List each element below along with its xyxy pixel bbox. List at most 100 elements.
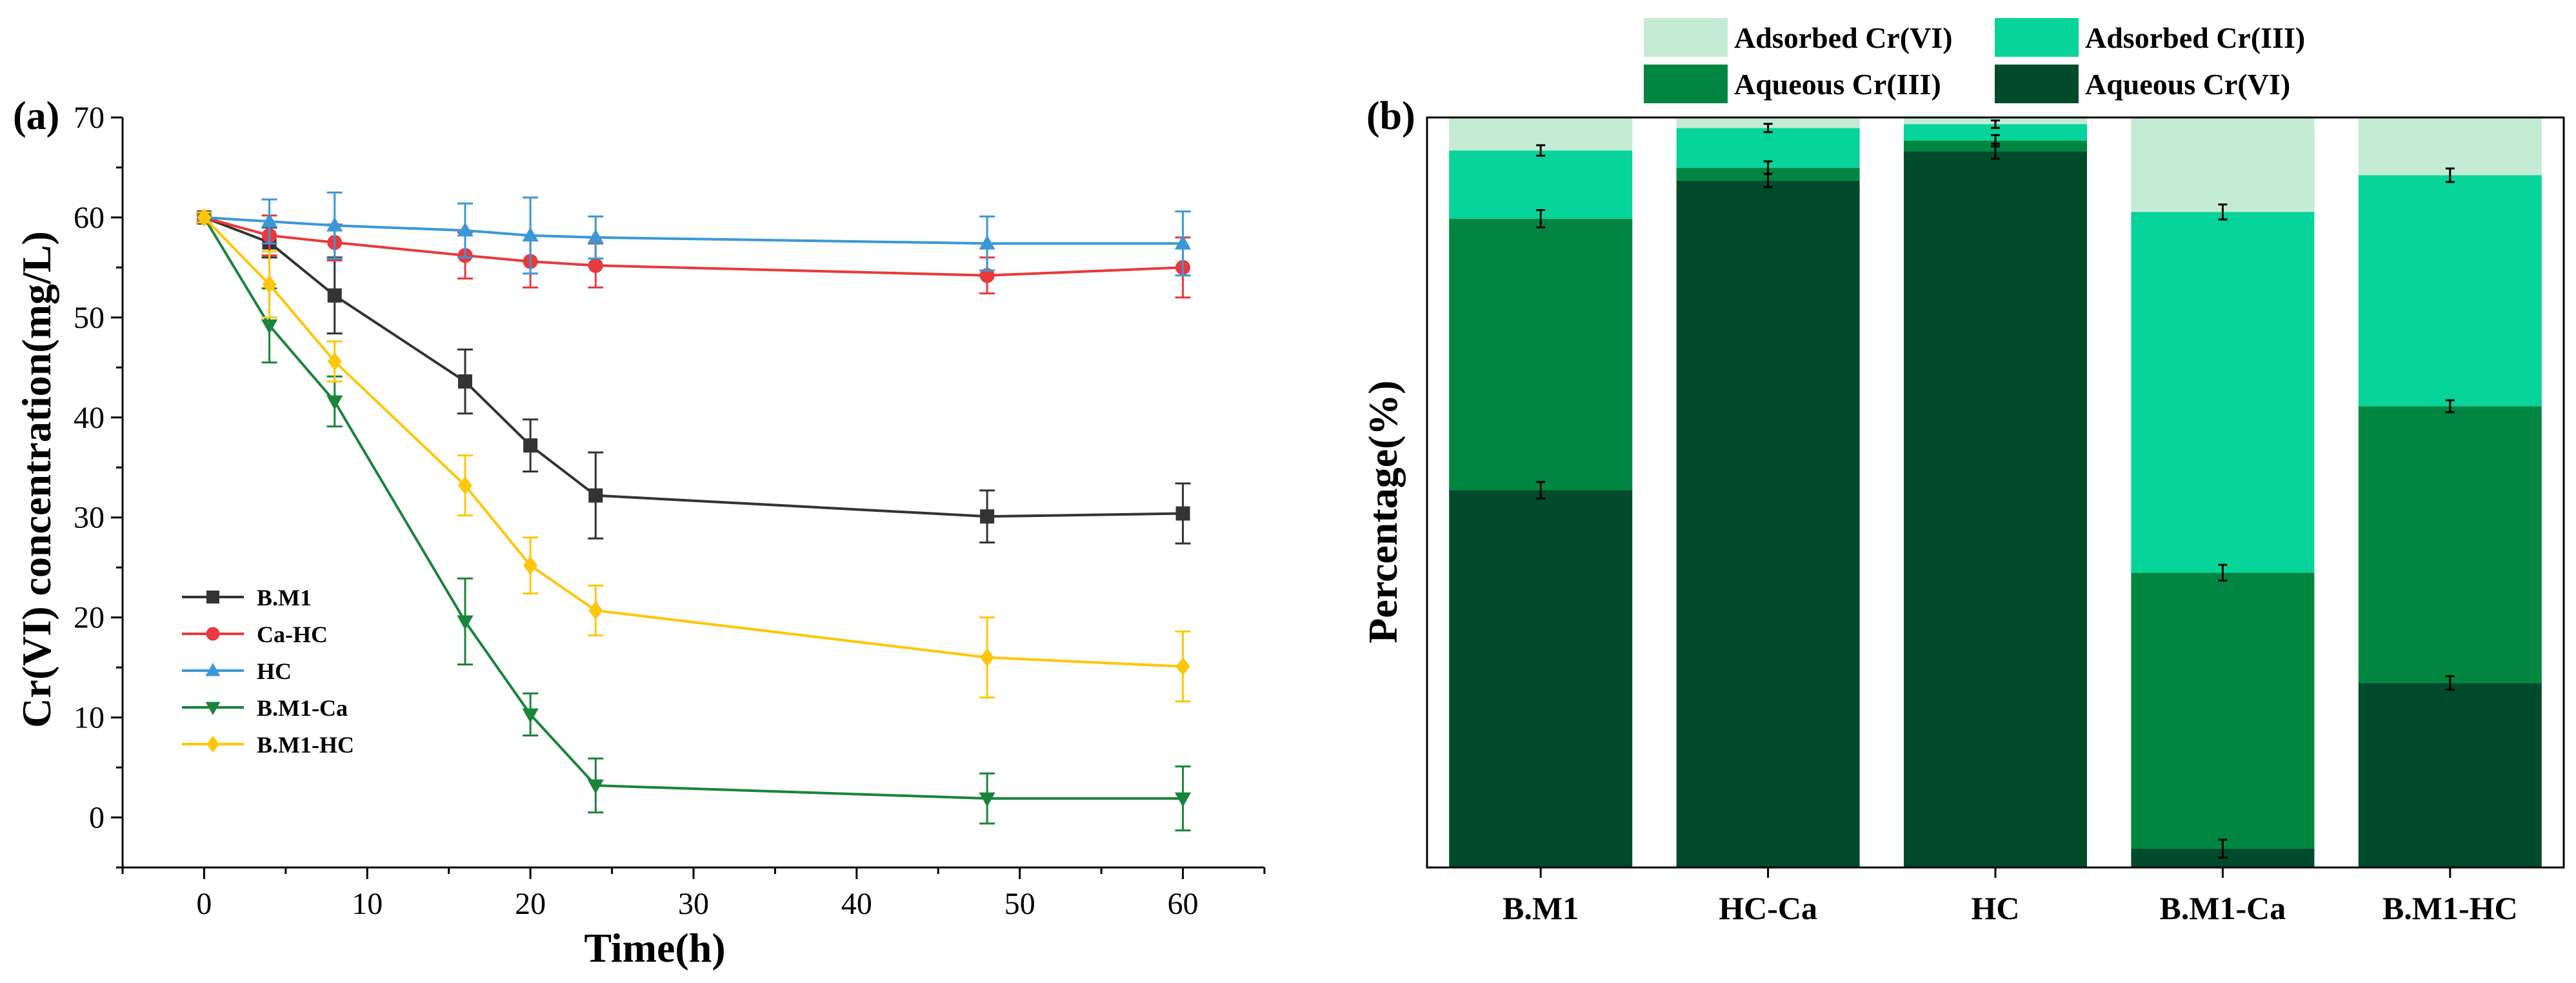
series-line xyxy=(204,216,1183,245)
legend-label: B.M1 xyxy=(257,585,312,611)
bar-segment-adsorbed-cr-iii- xyxy=(2131,212,2315,573)
bar-group-b-m1-ca xyxy=(2131,117,2315,867)
y-tick-label: 10 xyxy=(74,701,105,735)
series-hc xyxy=(195,191,1192,277)
legend-label: Aqueous Cr(III) xyxy=(1734,68,1941,101)
legend-item: Ca-HC xyxy=(182,622,328,647)
bar-group-hc-ca xyxy=(1676,117,1860,867)
data-point xyxy=(979,792,995,807)
panel-label: (a) xyxy=(13,94,59,138)
data-point xyxy=(523,438,538,453)
data-point xyxy=(522,227,539,242)
legend-swatch xyxy=(1644,65,1728,103)
data-point xyxy=(979,235,995,250)
legend-label: B.M1-HC xyxy=(257,732,354,758)
data-point xyxy=(326,395,343,410)
bar-segment-aqueous-cr-iii- xyxy=(2358,406,2542,684)
series-b-m1-hc xyxy=(196,208,1191,703)
legend-label: Aqueous Cr(VI) xyxy=(2085,68,2290,101)
bar-group-b-m1 xyxy=(1449,117,1633,867)
data-point xyxy=(458,476,472,495)
y-tick-label: 70 xyxy=(74,101,105,135)
data-point xyxy=(457,615,474,631)
data-point xyxy=(979,268,995,283)
x-tick-label: 0 xyxy=(196,887,212,921)
bar-segment-aqueous-cr-vi- xyxy=(1676,180,1860,867)
data-point xyxy=(1174,235,1192,250)
bar-segment-aqueous-cr-iii- xyxy=(1449,218,1633,491)
data-point xyxy=(261,319,278,334)
legend-label: Adsorbed Cr(III) xyxy=(2085,21,2305,54)
data-point xyxy=(262,275,277,294)
series-line xyxy=(203,216,1183,668)
series-b-m1 xyxy=(196,210,1191,545)
data-point xyxy=(588,601,603,620)
legend-marker xyxy=(206,627,220,641)
legend-swatch xyxy=(1995,65,2079,103)
bar-segment-adsorbed-cr-iii- xyxy=(2358,175,2542,407)
x-tick-label: B.M1 xyxy=(1503,890,1579,926)
data-point xyxy=(587,228,604,244)
data-point xyxy=(327,288,342,303)
legend-swatch xyxy=(1644,18,1728,57)
data-point xyxy=(197,208,212,227)
legend-label: HC xyxy=(257,658,292,684)
bar-segment-adsorbed-cr-vi- xyxy=(2131,117,2315,212)
x-tick-label: HC-Ca xyxy=(1719,890,1817,926)
legend-item: Adsorbed Cr(VI) xyxy=(1644,18,1953,57)
data-point xyxy=(1175,506,1190,521)
legend-label: B.M1-Ca xyxy=(257,695,348,721)
data-point xyxy=(587,779,604,795)
data-point xyxy=(457,221,474,237)
data-point xyxy=(980,509,995,524)
legend-item: B.M1-Ca xyxy=(182,695,348,721)
data-point xyxy=(523,556,538,575)
bar-segment-adsorbed-cr-vi- xyxy=(2358,117,2542,176)
legend-swatch xyxy=(1995,18,2079,57)
x-tick-label: 20 xyxy=(515,887,546,921)
legend-item: HC xyxy=(182,658,292,684)
x-tick-label: 10 xyxy=(352,887,383,921)
data-point xyxy=(261,212,278,228)
legend-marker xyxy=(206,591,219,603)
x-tick-label: 30 xyxy=(678,887,709,921)
data-point xyxy=(458,374,472,389)
x-tick-label: B.M1-Ca xyxy=(2159,890,2286,926)
plot-frame xyxy=(1426,116,2565,869)
x-tick-label: B.M1-HC xyxy=(2382,890,2518,926)
legend-item: Aqueous Cr(VI) xyxy=(1995,65,2290,103)
legend-label: Adsorbed Cr(VI) xyxy=(1734,21,1953,54)
y-tick-label: 20 xyxy=(74,601,105,635)
data-point xyxy=(980,648,995,667)
legend: B.M1 Ca-HC HC B.M1-Ca B.M1-HC xyxy=(182,585,354,758)
x-tick-label: 40 xyxy=(841,887,872,921)
panel-label: (b) xyxy=(1366,94,1415,138)
legend-item: B.M1-HC xyxy=(182,732,354,758)
series-line xyxy=(203,216,1183,518)
series-line xyxy=(203,216,1183,800)
legend: Adsorbed Cr(VI) Adsorbed Cr(III) Aqueous C… xyxy=(1644,18,2305,103)
y-axis-title: Cr(VI) concentration(mg/L) xyxy=(14,231,59,728)
legend-label: Ca-HC xyxy=(257,622,328,647)
x-tick-label: 60 xyxy=(1168,887,1199,921)
legend-marker xyxy=(205,663,221,676)
bar-segment-aqueous-cr-vi- xyxy=(1449,490,1633,867)
line-chart: 0 10 20 30 40 50 60 0 10 20 30 40 50 60 70 (a) Time(h) Cr… xyxy=(13,94,1266,971)
bar-segment-adsorbed-cr-vi- xyxy=(1676,117,1860,128)
data-point xyxy=(327,352,342,371)
y-tick-label: 40 xyxy=(74,401,105,435)
data-point xyxy=(588,488,603,503)
bar-segment-aqueous-cr-vi- xyxy=(2358,683,2542,867)
series-b-m1-ca xyxy=(195,211,1192,832)
bar-group-hc xyxy=(1904,117,2087,867)
data-point xyxy=(326,217,343,232)
data-point xyxy=(1175,657,1190,676)
legend-item: B.M1 xyxy=(182,585,312,611)
legend-marker xyxy=(206,736,219,753)
bar-segment-adsorbed-cr-iii- xyxy=(1449,150,1633,219)
stacked-bar-chart: B.M1 HC-Ca HC B.M1-Ca B.M1-HC (b) Percentage(%… xyxy=(1360,18,2565,926)
bar-segment-aqueous-cr-iii- xyxy=(2131,573,2315,849)
y-tick-label: 50 xyxy=(74,301,105,335)
series-ca-hc xyxy=(196,210,1191,299)
x-tick-label: 50 xyxy=(1004,887,1035,921)
